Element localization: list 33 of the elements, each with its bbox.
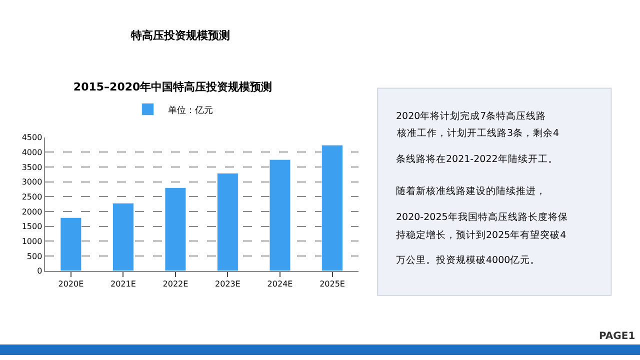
- chart-title: 2015–2020年中国特高压投资规模预测: [73, 80, 272, 94]
- x-tick-label: 2025E: [320, 279, 345, 288]
- x-tick-label: 2022E: [162, 279, 188, 288]
- y-tick-label: 1500: [22, 222, 42, 232]
- text: 条线路将在2021-2022年陆续开工。: [396, 153, 558, 165]
- x-tick-label: 2024E: [267, 279, 293, 288]
- bar: [217, 172, 238, 271]
- text: 核准工作，计划开工线路3条，剩余4: [396, 127, 560, 139]
- bar: [60, 217, 82, 271]
- y-tick-label: 2500: [22, 192, 42, 202]
- y-tick-label: 500: [26, 252, 42, 261]
- text: 随着新核准线路建设的陆续推进，: [396, 185, 546, 197]
- bar: [112, 202, 134, 271]
- text: 特高压投资规模预测: [130, 29, 230, 42]
- text: 持稳定增长，预计到2025年有望突破4: [396, 229, 566, 241]
- text: 2020-2025年我国特高压线路长度将保: [396, 211, 568, 223]
- x-tick-label: 2023E: [215, 279, 240, 288]
- bar: [164, 188, 186, 271]
- bar: [322, 144, 343, 271]
- legend-label: 单位：亿元: [168, 104, 213, 116]
- text: 万公里。投资规模破4000亿元。: [396, 254, 540, 266]
- text: 2020年将计划完成7条特高压线路: [396, 110, 546, 122]
- y-tick-label: 3000: [22, 178, 42, 187]
- y-tick-label: 0: [37, 266, 42, 276]
- bar: [269, 159, 291, 271]
- y-tick-label: 2000: [22, 207, 42, 216]
- y-tick-label: 4000: [22, 148, 42, 157]
- text: PAGE1: [599, 331, 636, 342]
- y-tick-label: 3500: [22, 162, 42, 172]
- x-tick-label: 2021E: [110, 279, 136, 288]
- x-tick-label: 2020E: [58, 279, 84, 288]
- y-tick-label: 4500: [22, 133, 42, 142]
- y-tick-label: 1000: [22, 236, 42, 246]
